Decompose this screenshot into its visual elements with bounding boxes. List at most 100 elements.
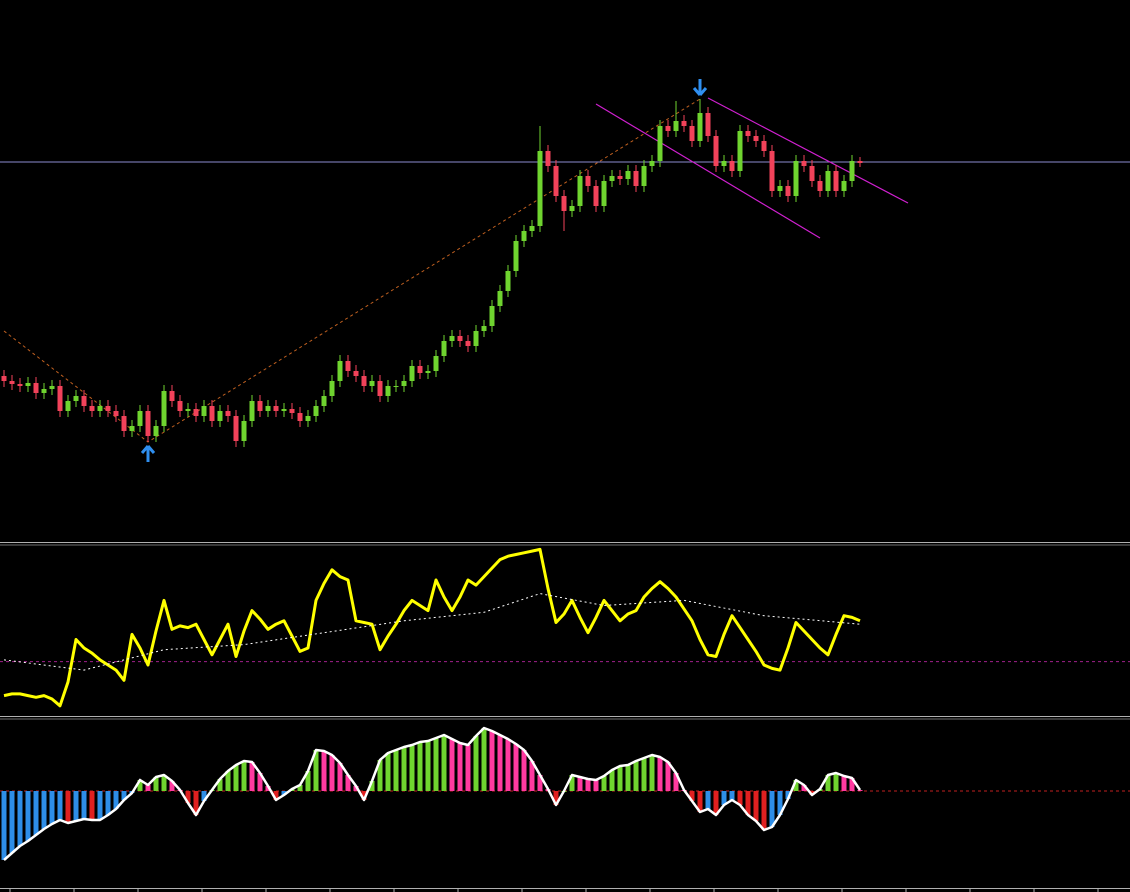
histogram-bar bbox=[105, 791, 111, 815]
histogram-bar bbox=[457, 743, 463, 791]
histogram-bar bbox=[585, 779, 591, 791]
candle-body bbox=[337, 361, 343, 381]
candle-body bbox=[33, 383, 39, 393]
histogram-bar bbox=[41, 791, 47, 829]
histogram-bar bbox=[673, 773, 679, 791]
candle-body bbox=[329, 381, 335, 396]
histogram-bar bbox=[753, 791, 759, 821]
candle-body bbox=[361, 376, 367, 386]
candle-body bbox=[681, 121, 687, 126]
candle-body bbox=[689, 126, 695, 141]
histogram-bar bbox=[569, 775, 575, 791]
histogram-bar bbox=[825, 775, 831, 791]
candle-body bbox=[745, 131, 751, 136]
candle-body bbox=[129, 426, 135, 431]
candle-body bbox=[657, 126, 663, 161]
candle-body bbox=[233, 416, 239, 441]
candle-body bbox=[481, 326, 487, 331]
candle-body bbox=[161, 391, 167, 426]
candle-body bbox=[457, 336, 463, 341]
candle-body bbox=[241, 421, 247, 441]
histogram-bar bbox=[169, 781, 175, 791]
histogram-bar bbox=[305, 771, 311, 791]
histogram-bar bbox=[385, 753, 391, 791]
candle-body bbox=[705, 113, 711, 136]
candle-body bbox=[561, 196, 567, 211]
candle-body bbox=[601, 181, 607, 206]
candle-body bbox=[697, 113, 703, 141]
histogram-bar bbox=[417, 742, 423, 791]
candle-body bbox=[777, 186, 783, 191]
histogram-bar bbox=[369, 781, 375, 791]
candle-body bbox=[73, 396, 79, 401]
candle-body bbox=[57, 386, 63, 411]
candle-body bbox=[553, 166, 559, 196]
candle-body bbox=[273, 406, 279, 411]
histogram-bar bbox=[649, 755, 655, 791]
candle-body bbox=[505, 271, 511, 291]
histogram-bar bbox=[153, 777, 159, 791]
candle-body bbox=[393, 386, 399, 387]
candle-body bbox=[761, 141, 767, 151]
histogram-bar bbox=[313, 750, 319, 791]
histogram-bar bbox=[769, 791, 775, 827]
histogram-bar bbox=[433, 738, 439, 791]
histogram-bar bbox=[849, 778, 855, 791]
candle-body bbox=[297, 413, 303, 421]
candle-body bbox=[737, 131, 743, 171]
candle-body bbox=[753, 136, 759, 141]
candle-body bbox=[65, 401, 71, 411]
histogram-bar bbox=[601, 776, 607, 791]
indicator-line bbox=[3, 593, 861, 671]
candle-body bbox=[545, 151, 551, 166]
histogram-bar bbox=[785, 791, 791, 799]
candle-body bbox=[713, 136, 719, 166]
candle-body bbox=[177, 401, 183, 411]
candle-body bbox=[769, 151, 775, 191]
histogram-bar bbox=[273, 791, 279, 800]
histogram-bar bbox=[161, 775, 167, 791]
candle-body bbox=[289, 409, 295, 413]
histogram-bar bbox=[25, 791, 31, 841]
candle-body bbox=[169, 391, 175, 401]
histogram-bar bbox=[609, 770, 615, 791]
candle-body bbox=[89, 406, 95, 411]
histogram-bar bbox=[857, 790, 863, 791]
indicator-line bbox=[3, 547, 861, 708]
candle-body bbox=[97, 406, 103, 411]
histogram-bar bbox=[97, 791, 103, 820]
candle-body bbox=[401, 381, 407, 386]
candle-body bbox=[249, 401, 255, 421]
histogram-bar bbox=[497, 735, 503, 791]
candle-body bbox=[121, 416, 127, 431]
histogram-bar bbox=[721, 791, 727, 805]
histogram-line bbox=[3, 726, 862, 861]
candle-body bbox=[465, 341, 471, 346]
histogram-bar bbox=[65, 791, 71, 823]
histogram-bar bbox=[577, 777, 583, 791]
candle-body bbox=[809, 166, 815, 181]
candle-body bbox=[377, 381, 383, 396]
histogram-bar bbox=[193, 791, 199, 815]
histogram-bar bbox=[473, 736, 479, 791]
candle-body bbox=[281, 409, 287, 411]
candle-body bbox=[625, 171, 631, 179]
candle-body bbox=[41, 389, 47, 393]
histogram-bar bbox=[401, 747, 407, 791]
candle-body bbox=[217, 411, 223, 421]
histogram-bar bbox=[521, 750, 527, 791]
candle-body bbox=[521, 231, 527, 241]
candle-body bbox=[441, 341, 447, 356]
signal-arrow bbox=[140, 445, 156, 462]
candle-body bbox=[785, 186, 791, 196]
candle-body bbox=[857, 161, 863, 163]
histogram-bar bbox=[409, 745, 415, 791]
histogram-bar bbox=[17, 791, 23, 846]
histogram-bar bbox=[713, 791, 719, 815]
histogram-bar bbox=[441, 735, 447, 791]
candle-body bbox=[137, 411, 143, 426]
histogram-bar bbox=[625, 765, 631, 791]
histogram-bar bbox=[801, 785, 807, 791]
candle-body bbox=[25, 383, 31, 386]
histogram-bar bbox=[9, 791, 15, 853]
